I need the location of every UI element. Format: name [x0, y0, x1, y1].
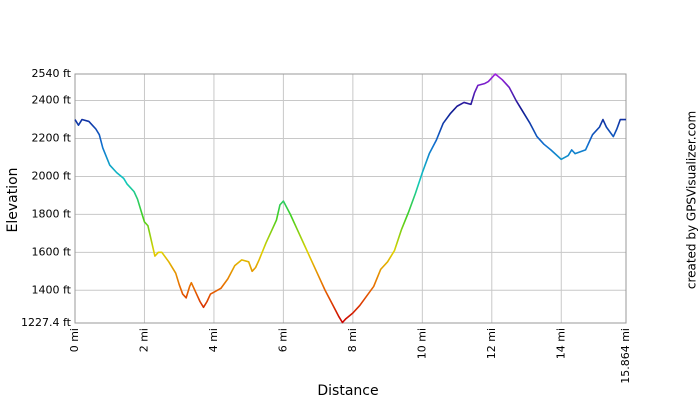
credit: created by GPSVisualizer.com: [685, 111, 699, 289]
x-tick-label: 2 mi: [137, 328, 150, 352]
y-axis-title: Elevation: [5, 167, 21, 232]
y-tick-label: 1227.4 ft: [21, 316, 72, 329]
x-tick-label: 12 mi: [485, 328, 498, 359]
x-tick-label: 14 mi: [554, 328, 567, 359]
x-tick-label: 4 mi: [207, 328, 220, 352]
y-tick-label: 2200 ft: [32, 131, 72, 144]
y-tick-label: 1800 ft: [32, 207, 72, 220]
y-tick-label: 2400 ft: [32, 94, 72, 107]
x-axis-title: Distance: [317, 383, 378, 399]
x-tick-label: 10 mi: [415, 328, 428, 359]
plot-frame: [74, 73, 627, 324]
y-tick-label: 1600 ft: [32, 245, 72, 258]
x-tick-label: 8 mi: [346, 328, 359, 352]
y-tick-label: 2540 ft: [32, 67, 72, 80]
x-tick-label: 6 mi: [276, 328, 289, 352]
y-tick-label: 2000 ft: [32, 169, 72, 182]
elevation-line: [74, 73, 626, 324]
x-tick-label: 0 mi: [68, 328, 81, 352]
x-tick-label: 15.864 mi: [619, 328, 632, 384]
y-tick-label: 1400 ft: [32, 283, 72, 296]
